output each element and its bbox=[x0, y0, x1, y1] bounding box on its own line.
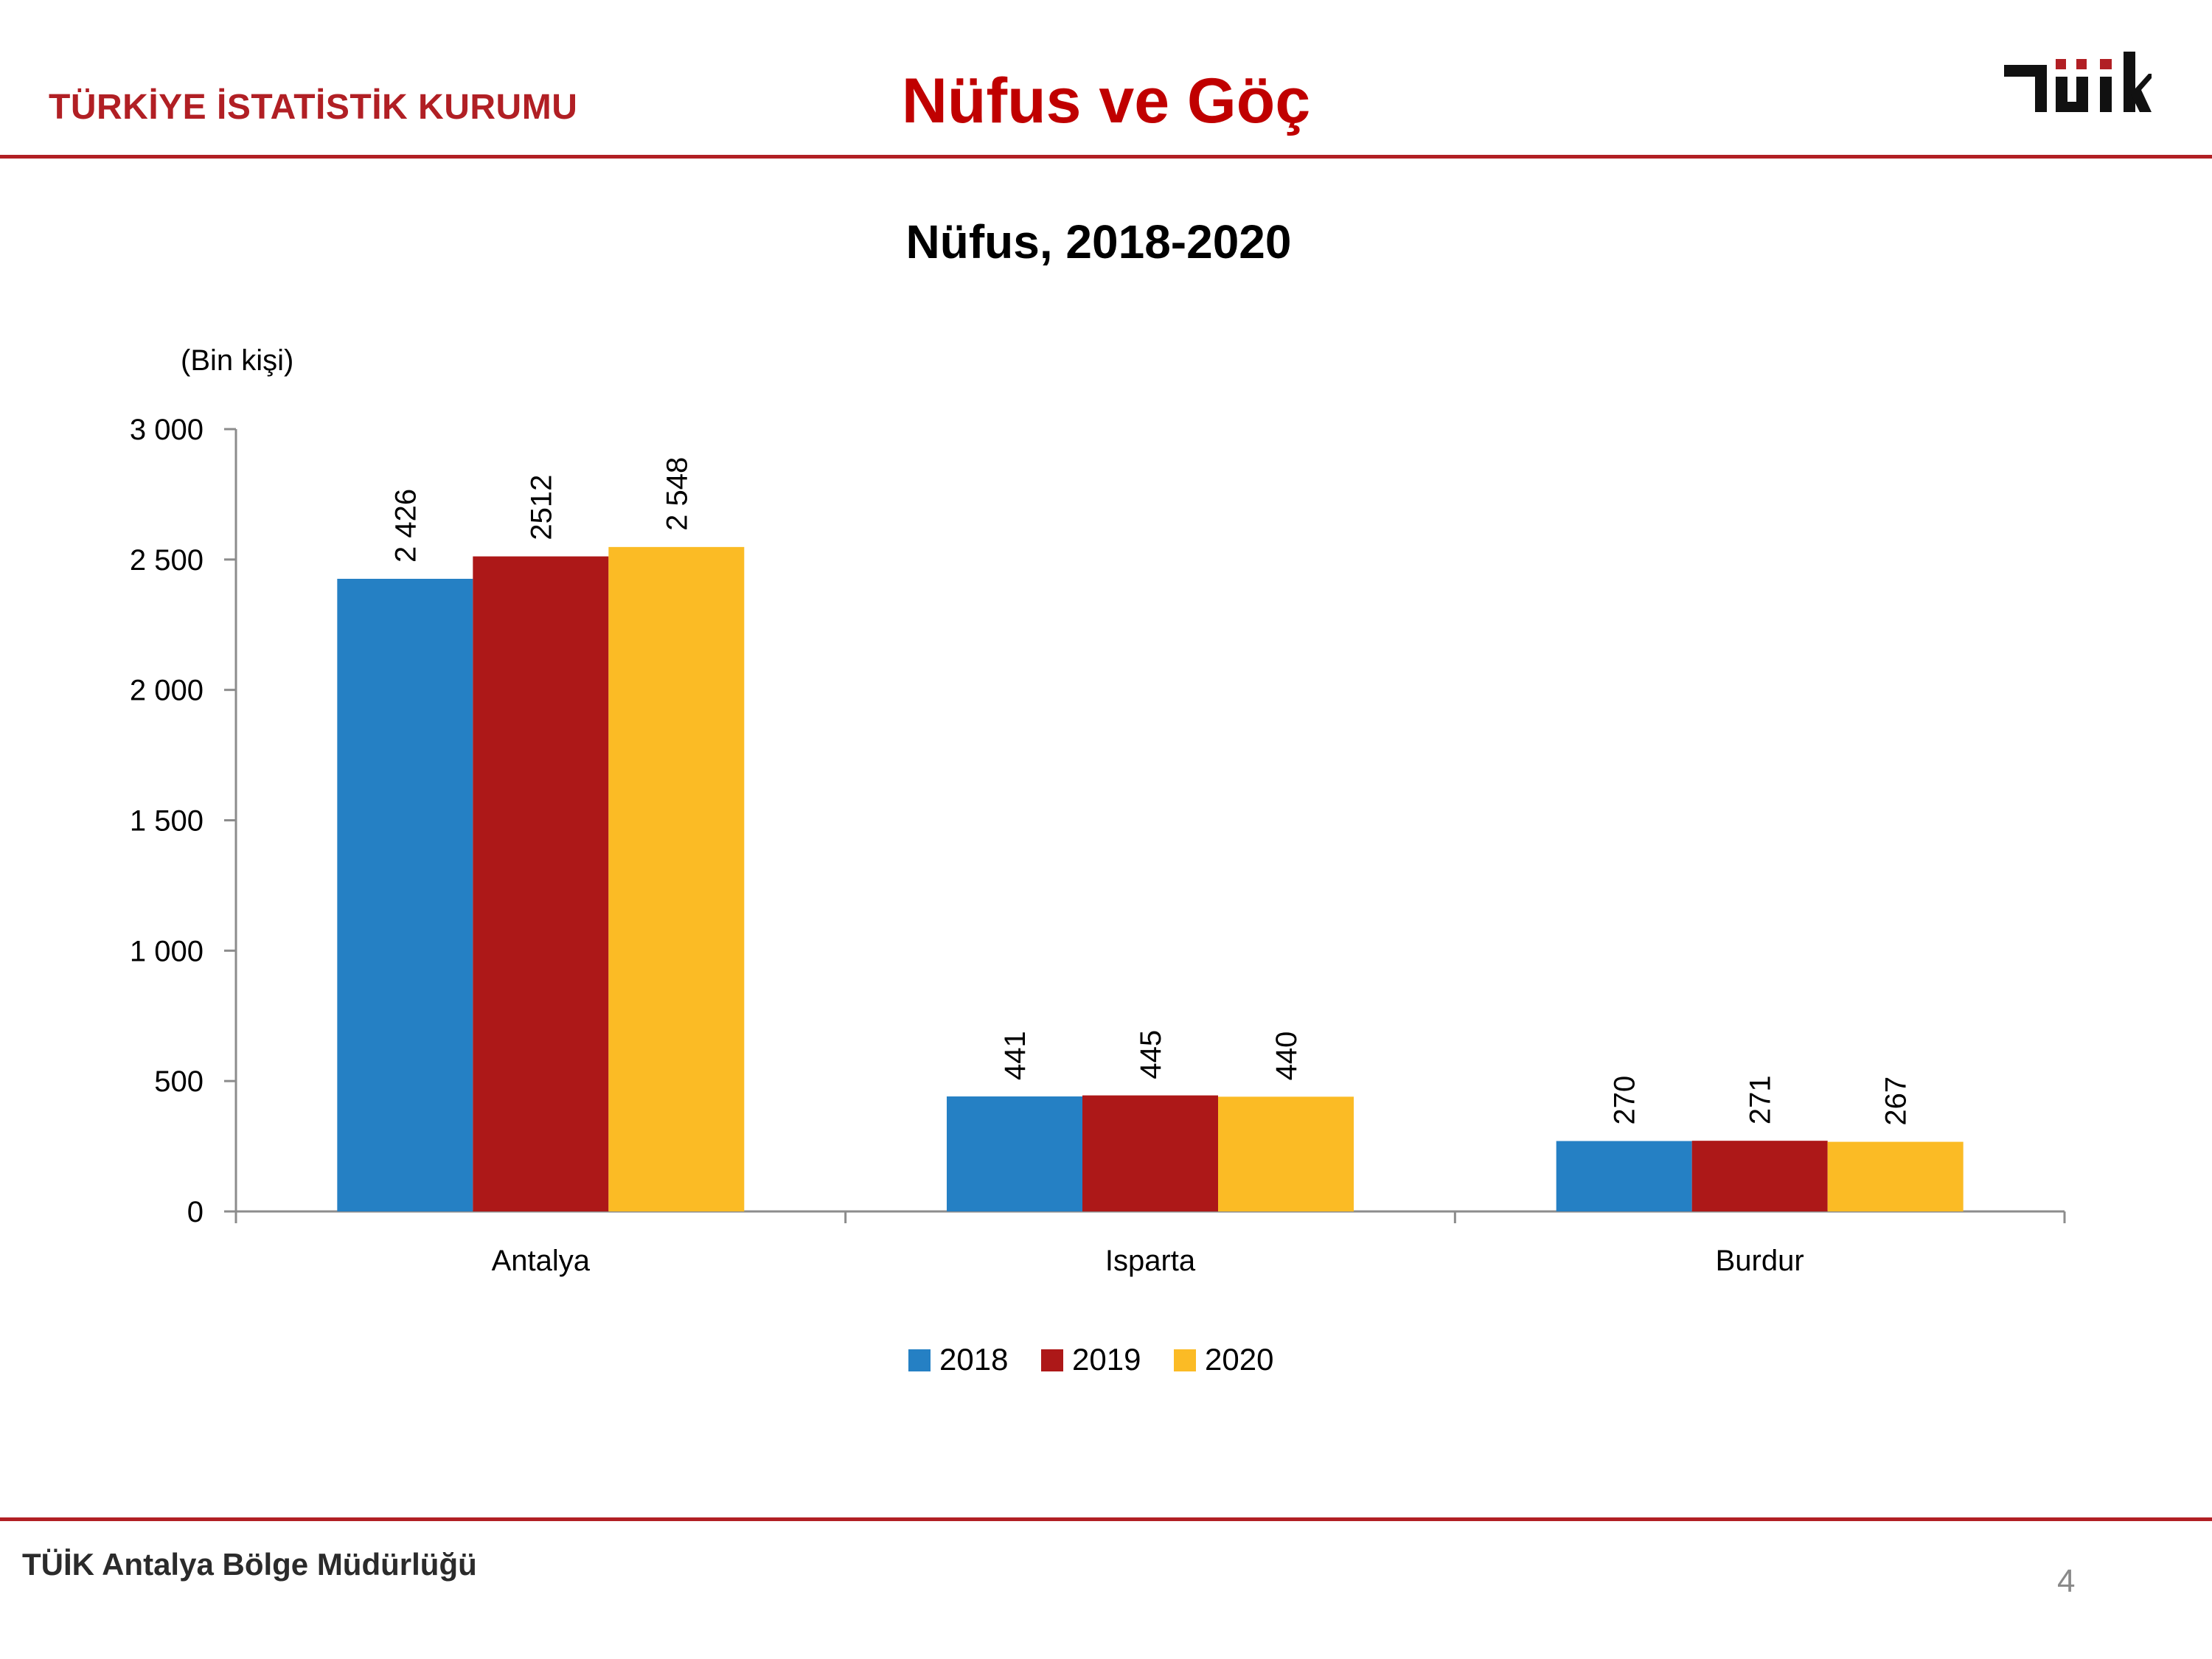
bar-isparta-2019 bbox=[1082, 1095, 1218, 1211]
legend-label: 2019 bbox=[1072, 1342, 1141, 1377]
population-bar-chart: Nüfus, 2018-2020 (Bin kişi) 0 500 1 000 1 5… bbox=[130, 215, 2066, 1377]
data-label: 271 bbox=[1745, 1075, 1777, 1124]
chart-title: Nüfus, 2018-2020 bbox=[906, 215, 1292, 268]
y-tick-label: 500 bbox=[154, 1065, 204, 1098]
data-label: 2 548 bbox=[661, 457, 693, 531]
x-axis bbox=[234, 1210, 2066, 1223]
bar-burdur-2018 bbox=[1556, 1141, 1692, 1211]
data-label: 441 bbox=[999, 1031, 1032, 1080]
legend-swatch-2019 bbox=[1041, 1349, 1063, 1371]
data-label: 445 bbox=[1135, 1030, 1167, 1079]
tuik-logo bbox=[2004, 52, 2152, 112]
data-label: 2 426 bbox=[389, 489, 422, 563]
page-number: 4 bbox=[2057, 1563, 2076, 1599]
bar-antalya-2018 bbox=[337, 579, 473, 1211]
bar-burdur-2019 bbox=[1691, 1141, 1828, 1211]
bar-burdur-2020 bbox=[1827, 1141, 1964, 1211]
bar-isparta-2018 bbox=[947, 1096, 1082, 1211]
y-tick-label: 2 000 bbox=[130, 675, 204, 707]
legend-swatch-2020 bbox=[1174, 1349, 1196, 1371]
data-label: 440 bbox=[1270, 1032, 1303, 1081]
footer-divider bbox=[0, 1517, 2212, 1521]
data-label: 270 bbox=[1609, 1076, 1641, 1125]
legend: 2018 2019 2020 bbox=[908, 1342, 1273, 1377]
slide-title: Nüfus ve Göç bbox=[901, 66, 1311, 136]
header-divider bbox=[0, 155, 2212, 159]
category-labels-group: Antalya Isparta Burdur bbox=[492, 1245, 1804, 1277]
y-tick-label: 2 500 bbox=[130, 544, 204, 577]
category-label: Isparta bbox=[1105, 1245, 1196, 1277]
data-label: 267 bbox=[1880, 1077, 1913, 1126]
bar-antalya-2019 bbox=[473, 556, 609, 1211]
category-label: Burdur bbox=[1716, 1245, 1804, 1277]
org-name: TÜRKİYE İSTATİSTİK KURUMU bbox=[49, 88, 578, 127]
bar-isparta-2020 bbox=[1218, 1096, 1354, 1211]
data-labels-group: 2 426 2512 2 548 441 445 440 270 271 267 bbox=[389, 457, 1912, 1126]
bar-antalya-2020 bbox=[608, 546, 745, 1211]
legend-label: 2018 bbox=[939, 1342, 1008, 1377]
footer-office: TÜİK Antalya Bölge Müdürlüğü bbox=[22, 1547, 477, 1582]
category-label: Antalya bbox=[492, 1245, 591, 1277]
legend-swatch-2018 bbox=[908, 1349, 931, 1371]
y-tick-label: 1 500 bbox=[130, 805, 204, 838]
y-axis: 0 500 1 000 1 500 2 000 2 500 3 000 bbox=[130, 414, 237, 1228]
y-tick-label: 3 000 bbox=[130, 414, 204, 446]
legend-label: 2020 bbox=[1205, 1342, 1273, 1377]
data-label: 2512 bbox=[525, 475, 557, 540]
y-tick-label: 1 000 bbox=[130, 935, 204, 967]
unit-label: (Bin kişi) bbox=[181, 344, 293, 377]
bars-group bbox=[337, 546, 1964, 1211]
y-tick-label: 0 bbox=[187, 1196, 204, 1228]
